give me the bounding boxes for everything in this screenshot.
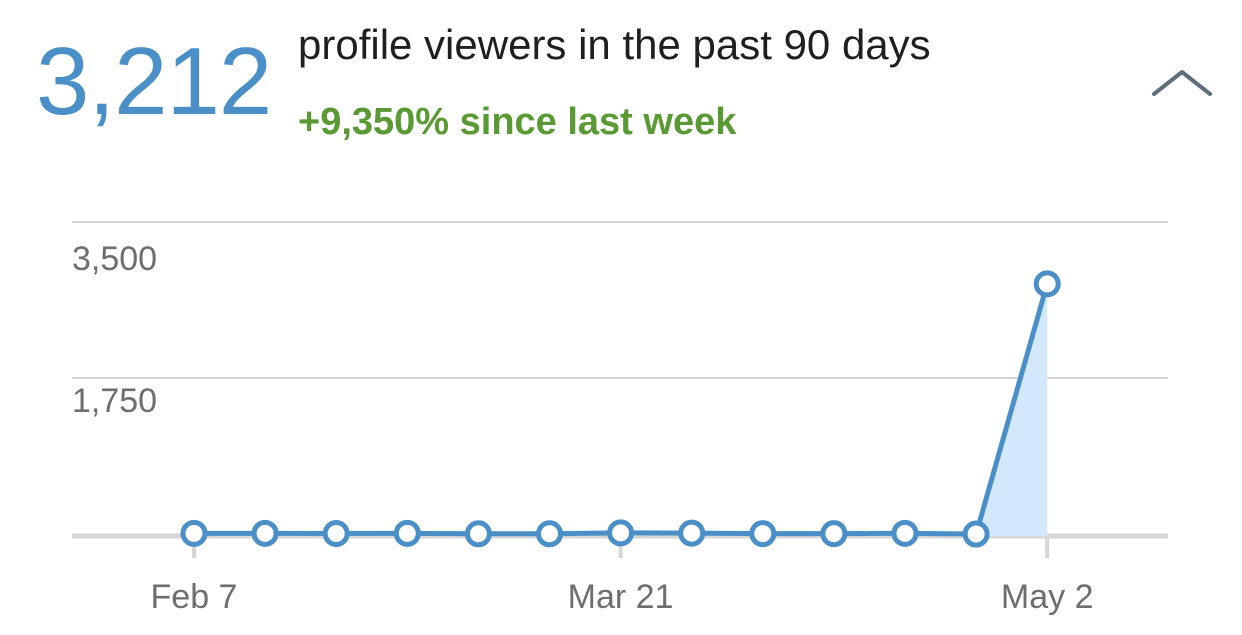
data-point: [962, 520, 990, 548]
weekly-change: +9,350% since last week: [298, 101, 737, 143]
data-point: [464, 520, 492, 548]
data-point: [749, 520, 777, 548]
data-point: [1033, 270, 1061, 298]
data-point: [251, 519, 279, 547]
chevron-up-icon: [1152, 70, 1212, 96]
x-tick-label: May 2: [1001, 578, 1094, 616]
viewer-count: 3,212: [36, 28, 272, 135]
data-point: [180, 519, 208, 547]
y-tick-label: 1,750: [72, 382, 157, 420]
data-point: [393, 519, 421, 547]
x-tick-label: Mar 21: [568, 578, 674, 616]
collapse-button[interactable]: [1146, 58, 1218, 106]
data-point: [322, 519, 350, 547]
data-point: [891, 519, 919, 547]
data-point: [678, 519, 706, 547]
headline: profile viewers in the past 90 days: [298, 21, 931, 68]
series-line: [194, 283, 1050, 537]
x-tick-label: Feb 7: [151, 578, 238, 616]
data-point: [536, 520, 563, 548]
data-point: [607, 519, 635, 547]
y-tick-label: 3,500: [72, 240, 157, 278]
data-point: [820, 520, 848, 548]
